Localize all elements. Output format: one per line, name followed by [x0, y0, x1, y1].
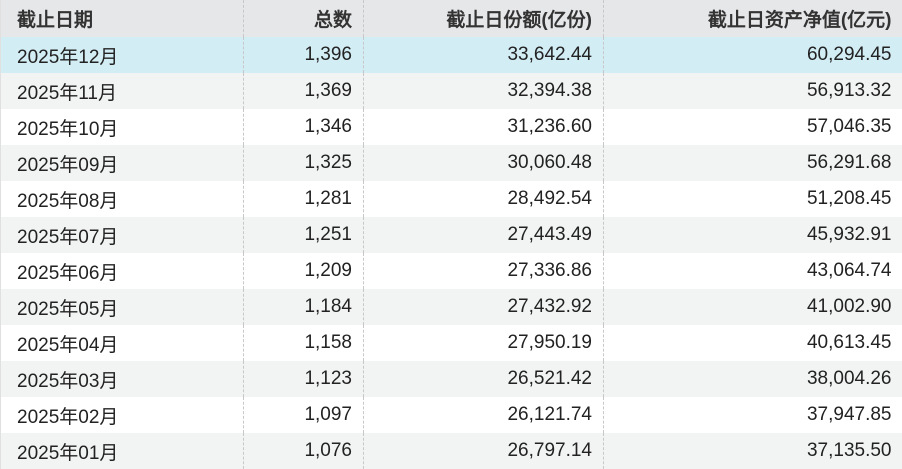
cell-shares: 33,642.44: [364, 37, 604, 73]
header-date[interactable]: 截止日期: [1, 0, 244, 37]
cell-shares: 30,060.48: [364, 145, 604, 181]
cell-shares: 26,797.14: [364, 433, 604, 469]
cell-total: 1,158: [244, 325, 364, 361]
cell-total: 1,369: [244, 73, 364, 109]
cell-date: 2025年04月: [1, 325, 244, 361]
cell-shares: 28,492.54: [364, 181, 604, 217]
cell-net-assets: 37,135.50: [604, 433, 902, 469]
cell-net-assets: 37,947.85: [604, 397, 902, 433]
cell-total: 1,209: [244, 253, 364, 289]
cell-shares: 26,121.74: [364, 397, 604, 433]
cell-net-assets: 43,064.74: [604, 253, 902, 289]
cell-date: 2025年06月: [1, 253, 244, 289]
cell-total: 1,325: [244, 145, 364, 181]
cell-net-assets: 56,913.32: [604, 73, 902, 109]
cell-total: 1,396: [244, 37, 364, 73]
cell-shares: 27,950.19: [364, 325, 604, 361]
cell-net-assets: 41,002.90: [604, 289, 902, 325]
cell-date: 2025年05月: [1, 289, 244, 325]
header-shares[interactable]: 截止日份额(亿份): [364, 0, 604, 37]
cell-net-assets: 38,004.26: [604, 361, 902, 397]
cell-date: 2025年09月: [1, 145, 244, 181]
cell-date: 2025年07月: [1, 217, 244, 253]
header-net-assets[interactable]: 截止日资产净值(亿元): [604, 0, 902, 37]
cell-date: 2025年03月: [1, 361, 244, 397]
cell-shares: 32,394.38: [364, 73, 604, 109]
cell-shares: 26,521.42: [364, 361, 604, 397]
cell-shares: 27,432.92: [364, 289, 604, 325]
cell-total: 1,184: [244, 289, 364, 325]
table-header-row: 截止日期 总数 截止日份额(亿份) 截止日资产净值(亿元): [1, 0, 902, 37]
cell-date: 2025年02月: [1, 397, 244, 433]
cell-total: 1,281: [244, 181, 364, 217]
cell-net-assets: 57,046.35: [604, 109, 902, 145]
cell-date: 2025年08月: [1, 181, 244, 217]
cell-total: 1,097: [244, 397, 364, 433]
cell-net-assets: 45,932.91: [604, 217, 902, 253]
cell-date: 2025年12月: [1, 37, 244, 73]
cell-shares: 27,443.49: [364, 217, 604, 253]
cell-total: 1,251: [244, 217, 364, 253]
header-total[interactable]: 总数: [244, 0, 364, 37]
cell-total: 1,076: [244, 433, 364, 469]
cell-net-assets: 56,291.68: [604, 145, 902, 181]
cell-net-assets: 60,294.45: [604, 37, 902, 73]
cell-date: 2025年10月: [1, 109, 244, 145]
cell-net-assets: 40,613.45: [604, 325, 902, 361]
cell-shares: 31,236.60: [364, 109, 604, 145]
cell-date: 2025年01月: [1, 433, 244, 469]
cell-total: 1,346: [244, 109, 364, 145]
cell-shares: 27,336.86: [364, 253, 604, 289]
cell-total: 1,123: [244, 361, 364, 397]
cell-net-assets: 51,208.45: [604, 181, 902, 217]
cell-date: 2025年11月: [1, 73, 244, 109]
